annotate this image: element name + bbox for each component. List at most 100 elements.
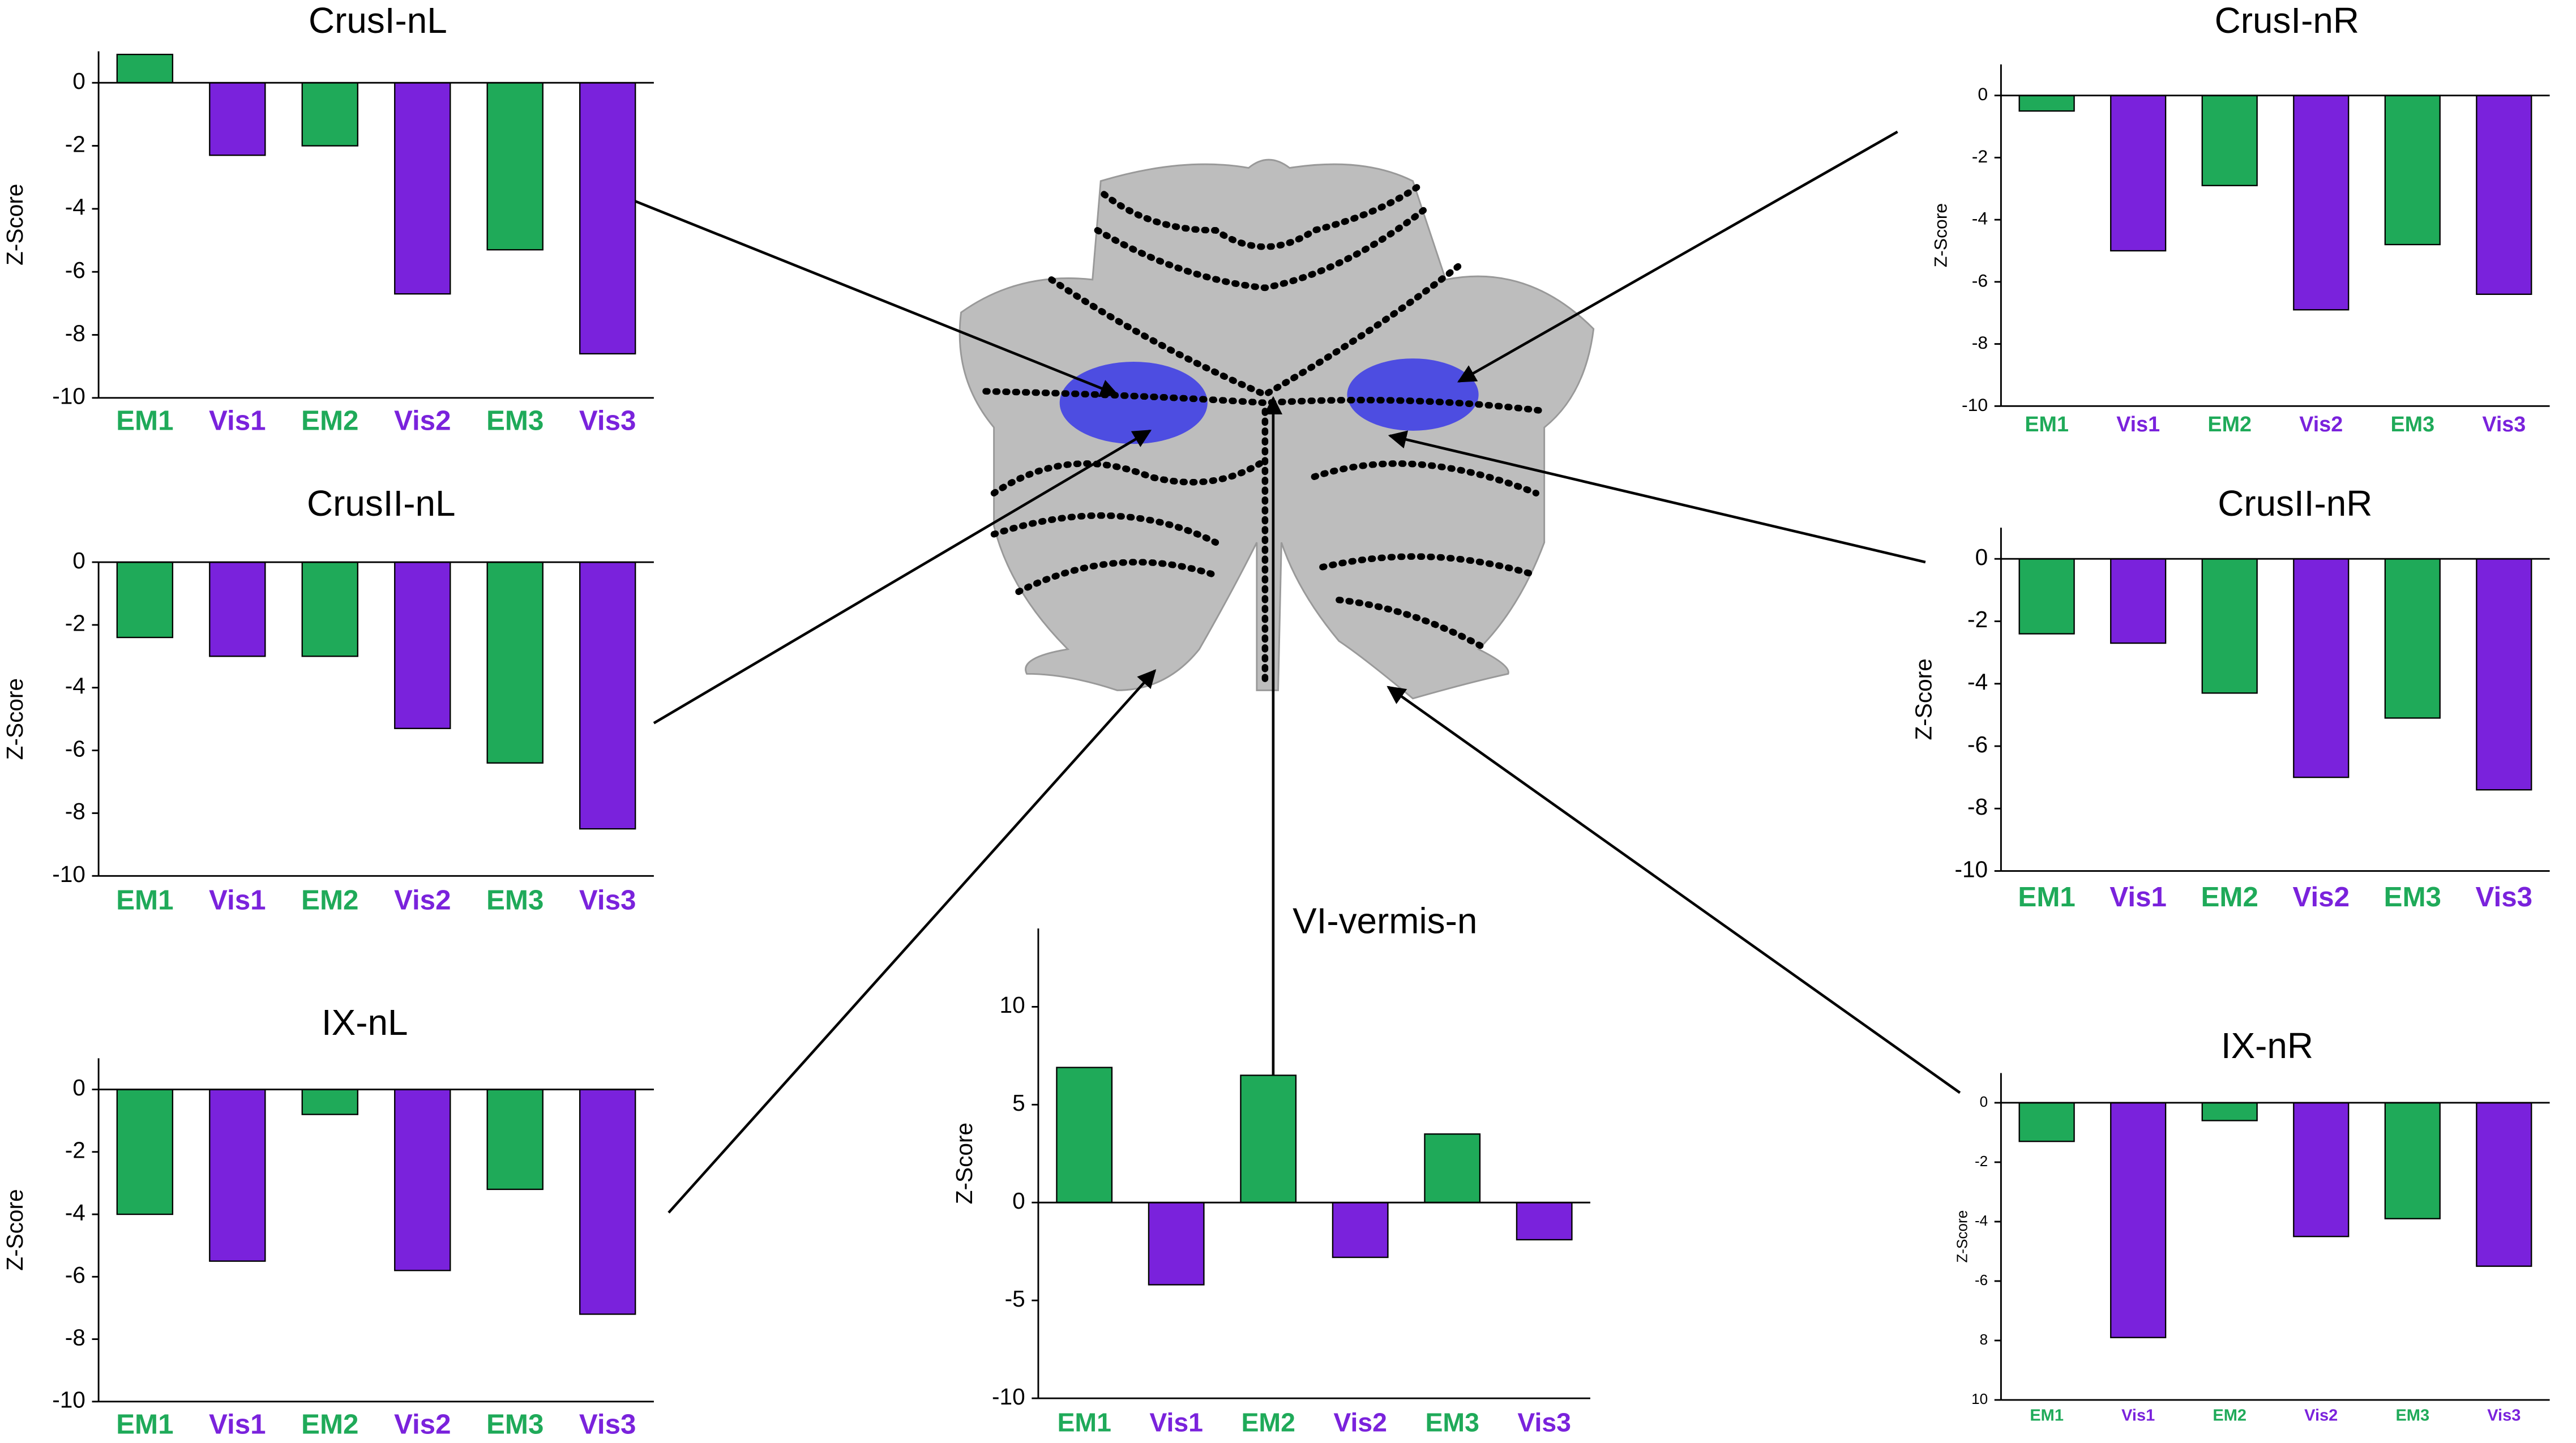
bar <box>2110 558 2167 644</box>
x-tick-label: Vis1 <box>209 885 266 916</box>
y-tick-label: -2 <box>65 131 85 157</box>
y-tick-label: -8 <box>1972 332 1988 353</box>
x-tick-label: Vis3 <box>579 885 636 916</box>
x-tick-label: Vis1 <box>209 405 266 436</box>
x-tick-label: EM1 <box>1057 1408 1111 1437</box>
bar <box>2018 95 2075 112</box>
activation <box>1059 362 1208 444</box>
bar-chart: CrusI-nL Z-Score 0 -2 -4 -6 -8 -10 EM1 Vis1 EM2 Vis… <box>2 0 654 436</box>
bar-chart: CrusII-nL Z-Score 0 -2 -4 -6 -8 -10 EM1 Vis1 EM2 Vi… <box>2 483 654 916</box>
y-axis-label: Z-Score <box>2 183 28 265</box>
y-axis-label: Z-Score <box>951 1123 977 1204</box>
y-axis-label: Z-Score <box>1954 1210 1971 1263</box>
y-tick-label: -6 <box>1975 1271 1988 1288</box>
x-tick-label: Vis1 <box>1149 1408 1203 1437</box>
bar <box>486 1089 544 1191</box>
y-tick-label: 0 <box>72 68 85 94</box>
x-tick-label: EM1 <box>2018 881 2075 913</box>
y-tick-label: -4 <box>1967 669 1988 695</box>
bar <box>2293 558 2350 778</box>
bar <box>301 1089 358 1115</box>
bar <box>2201 558 2258 694</box>
bar <box>301 82 358 147</box>
x-tick-label: EM3 <box>2390 412 2434 436</box>
x-tick-label: Vis3 <box>2476 881 2533 913</box>
chart-title: CrusI-nR <box>2215 0 2359 41</box>
bar <box>394 561 451 729</box>
x-tick-label: EM1 <box>116 885 173 916</box>
x-tick-label: EM3 <box>486 1408 544 1440</box>
y-tick-label: -2 <box>65 610 85 636</box>
y-tick-label: -6 <box>65 1262 85 1288</box>
bar <box>394 82 451 295</box>
y-tick-label: -4 <box>65 1200 85 1226</box>
y-tick-label: 8 <box>1980 1331 1988 1348</box>
bar-chart: CrusII-nR Z-Score 0 -2 -4 -6 -8 -10 EM1 Vis1 EM2 Vi… <box>1911 483 2550 913</box>
y-tick-label: -8 <box>1967 794 1988 820</box>
bar <box>1424 1133 1481 1204</box>
chart-title: CrusII-nR <box>2218 483 2372 524</box>
y-tick-label: 5 <box>1012 1090 1025 1116</box>
y-tick-label: -4 <box>65 673 85 699</box>
y-tick-label: -4 <box>1975 1212 1988 1229</box>
pointer-arrows <box>634 130 1961 1214</box>
y-axis-label: Z-Score <box>1911 658 1937 740</box>
bar <box>2018 1102 2075 1142</box>
bar <box>486 561 544 764</box>
x-tick-label: Vis1 <box>2116 412 2160 436</box>
x-tick-label: EM3 <box>486 405 544 436</box>
bar <box>2476 95 2532 295</box>
x-tick-label: Vis2 <box>2299 412 2343 436</box>
bar-chart: IX-nR Z-Score 0 -2 -4 -6 8 10 EM1 Vis1 EM2 Vis2 EM3 V… <box>1954 1025 2550 1425</box>
y-tick-label: -6 <box>1972 270 1988 290</box>
x-tick-label: Vis3 <box>579 405 636 436</box>
y-axis-label: Z-Score <box>1930 203 1950 267</box>
x-tick-label: Vis1 <box>2109 881 2167 913</box>
bar <box>116 53 174 84</box>
x-tick-label: Vis2 <box>394 885 451 916</box>
bar <box>394 1089 451 1271</box>
chart-title: CrusI-nL <box>309 0 447 41</box>
bar <box>2110 95 2167 252</box>
x-tick-label: EM1 <box>116 405 173 436</box>
y-tick-label: -10 <box>1962 395 1988 415</box>
x-tick-label: EM2 <box>301 1408 358 1440</box>
bar <box>2293 1102 2350 1238</box>
activation <box>1347 358 1479 431</box>
cerebellum-flatmap <box>958 159 1595 700</box>
chart-title: CrusII-nL <box>307 483 455 524</box>
bar <box>2476 1102 2532 1267</box>
bar <box>2293 95 2350 311</box>
bar <box>2384 95 2441 246</box>
bar <box>1056 1067 1113 1204</box>
y-tick-label: 0 <box>1975 544 1988 570</box>
y-tick-label: -10 <box>52 383 85 409</box>
y-tick-label: 0 <box>72 1074 85 1101</box>
bar <box>579 1089 636 1315</box>
y-tick-label: -2 <box>1967 606 1988 632</box>
bar <box>2201 1102 2258 1121</box>
y-tick-label: -10 <box>52 1387 85 1413</box>
y-tick-label: -8 <box>65 798 85 824</box>
y-tick-label: -6 <box>65 735 85 761</box>
bar <box>2476 558 2532 791</box>
x-tick-label: EM3 <box>2395 1407 2429 1425</box>
y-axis-label: Z-Score <box>2 678 28 760</box>
y-tick-label: -6 <box>1967 731 1988 757</box>
x-tick-label: EM2 <box>301 405 358 436</box>
chart-title: VI-vermis-n <box>1293 900 1477 941</box>
x-tick-label: EM2 <box>2201 881 2258 913</box>
bar <box>1148 1202 1205 1286</box>
y-tick-label: 10 <box>1971 1390 1988 1407</box>
y-tick-label: -10 <box>52 861 85 887</box>
bar <box>2384 558 2441 719</box>
bar <box>1516 1202 1573 1241</box>
x-tick-label: Vis3 <box>2487 1407 2521 1425</box>
bar <box>2110 1102 2167 1338</box>
y-tick-label: 0 <box>72 547 85 573</box>
bar <box>209 561 266 657</box>
bar <box>1240 1074 1297 1204</box>
bar <box>301 561 358 657</box>
x-tick-label: Vis3 <box>1517 1408 1571 1437</box>
y-tick-label: -8 <box>65 1324 85 1350</box>
